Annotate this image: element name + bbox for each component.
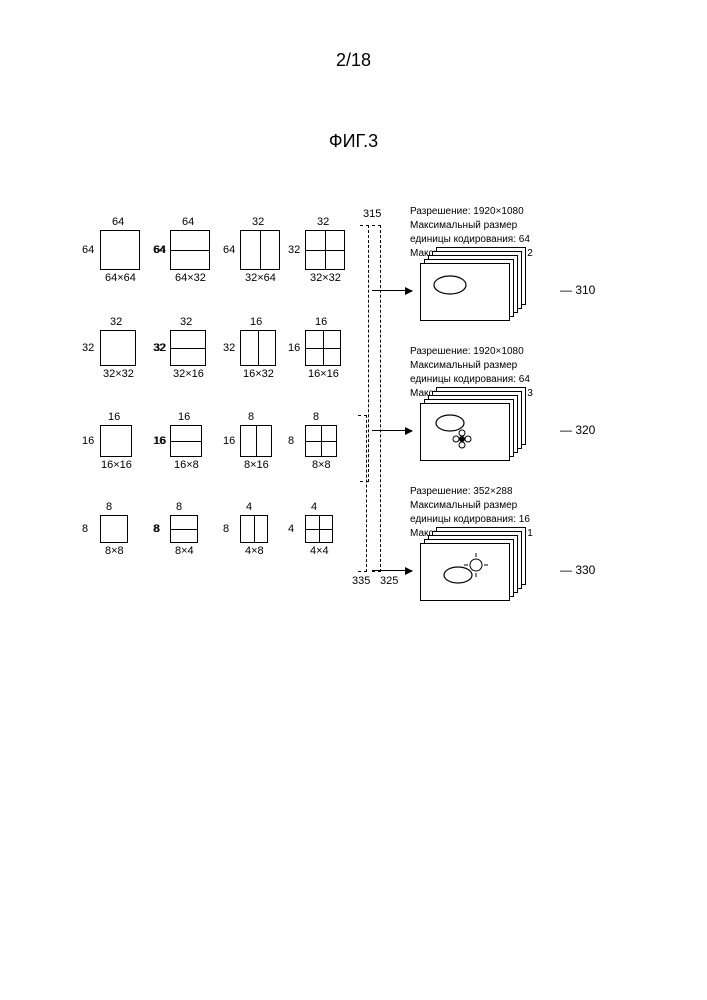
row-left-label: 64 [82,244,94,256]
partition-cell [170,330,206,366]
cell-bottom-label: 8×16 [244,459,269,471]
cell-bottom-label: 64×64 [105,272,136,284]
cell-side-label: 16 [223,435,235,447]
ref-number: — 330 [560,563,595,577]
cell-top-label: 16 [178,411,190,423]
cell-side-label: 64 [223,244,235,256]
unit-label: единицы кодирования: 64 [410,233,533,247]
cell-bottom-label: 8×8 [105,545,124,557]
cell-bottom-label: 4×4 [310,545,329,557]
cell-side-label: 32 [223,342,235,354]
cell-bottom-label: 32×32 [310,272,341,284]
cell-side-label: 16 [153,435,165,447]
stack-icon [428,271,502,313]
arrow [372,570,412,571]
partition-cell [240,230,280,270]
partition-cell [100,230,140,270]
cell-side-label: 8 [288,435,294,447]
cell-bottom-label: 8×8 [312,459,331,471]
cell-bottom-label: 32×32 [103,368,134,380]
cell-top-label: 8 [106,501,112,513]
bracket [372,225,381,572]
diagram: 646464×646464×32643232×643232×32323232×3… [80,230,640,730]
cell-top-label: 16 [250,316,262,328]
arrow [372,430,412,431]
bracket-ref: 315 [363,208,381,220]
row-left-label: 8 [82,523,88,535]
cell-bottom-label: 16×16 [101,459,132,471]
partition-cell [170,515,198,543]
cell-top-label: 32 [252,216,264,228]
cell-side-label: 8 [153,523,159,535]
partition-cell [100,515,128,543]
partition-cell [305,230,345,270]
max-size-label: Максимальный размер [410,499,533,513]
cell-bottom-label: 8×4 [175,545,194,557]
cell-bottom-label: 16×8 [174,459,199,471]
row-left-label: 32 [82,342,94,354]
cell-side-label: 4 [288,523,294,535]
page-number: 2/18 [0,0,707,71]
cell-top-label: 16 [315,316,327,328]
figure-label: ФИГ.3 [0,131,707,152]
cell-top-label: 32 [317,216,329,228]
cell-side-label: 32 [288,244,300,256]
cell-side-label: 32 [153,342,165,354]
bracket-ref: 325 [380,575,398,587]
resolution-label: Разрешение: 1920×1080 [410,345,533,359]
cell-top-label: 32 [180,316,192,328]
cell-top-label: 64 [112,216,124,228]
cell-top-label: 4 [311,501,317,513]
row-left-label: 16 [82,435,94,447]
stack-icon [428,551,502,593]
arrow [372,290,412,291]
stack-icon [428,411,502,453]
max-size-label: Максимальный размер [410,359,533,373]
cell-side-label: 16 [288,342,300,354]
bracket [358,415,367,572]
cell-side-label: 64 [153,244,165,256]
cell-top-label: 8 [248,411,254,423]
max-size-label: Максимальный размер [410,219,533,233]
ref-number: — 310 [560,283,595,297]
cell-top-label: 64 [182,216,194,228]
cell-bottom-label: 16×16 [308,368,339,380]
partition-cell [305,515,333,543]
cell-bottom-label: 32×64 [245,272,276,284]
resolution-label: Разрешение: 1920×1080 [410,205,533,219]
cell-side-label: 8 [223,523,229,535]
unit-label: единицы кодирования: 16 [410,513,533,527]
resolution-label: Разрешение: 352×288 [410,485,533,499]
partition-cell [170,425,202,457]
partition-cell [100,425,132,457]
partition-cell [240,425,272,457]
ref-number: — 320 [560,423,595,437]
unit-label: единицы кодирования: 64 [410,373,533,387]
partition-cell [305,330,341,366]
bracket-ref: 335 [352,575,370,587]
cell-top-label: 8 [313,411,319,423]
cell-bottom-label: 4×8 [245,545,264,557]
cell-top-label: 16 [108,411,120,423]
partition-cell [240,330,276,366]
cell-top-label: 4 [246,501,252,513]
cell-top-label: 32 [110,316,122,328]
partition-cell [305,425,337,457]
partition-cell [100,330,136,366]
cell-bottom-label: 64×32 [175,272,206,284]
partition-cell [170,230,210,270]
cell-top-label: 8 [176,501,182,513]
cell-bottom-label: 32×16 [173,368,204,380]
cell-bottom-label: 16×32 [243,368,274,380]
partition-cell [240,515,268,543]
